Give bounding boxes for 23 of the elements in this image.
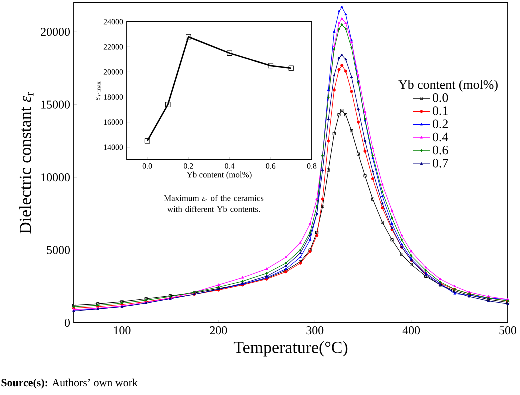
legend-label: 0.4	[433, 132, 449, 142]
y-axis-title: Dielectric constant ε$_{r}$	[19, 92, 34, 234]
y-tick-label: 15000	[42, 100, 70, 109]
legend-label: 0.2	[433, 120, 448, 129]
legend-title: Yb content (mol%)	[398, 80, 498, 92]
legend-label: 0.7	[433, 159, 448, 168]
text: Source(s): Authors’ own work	[2, 378, 138, 389]
x-axis-title: Temperature(°C)	[234, 341, 348, 357]
annotation: Maximum ε$_{r}$ of the ceramics with different Yb contents.	[164, 195, 264, 212]
y-axis-title: $\varepsilon_{r\,\mathrm{max}}$	[96, 82, 101, 101]
legend-label: 0.6	[433, 146, 448, 155]
y-tick-label: 5000	[47, 246, 70, 254]
y-tick-label: 20000	[41, 28, 70, 36]
x-tick-label: 400	[402, 326, 420, 335]
x-tick-label: 100	[114, 326, 131, 335]
legend-label: 0.0	[433, 94, 448, 102]
legend-label: 0.1	[433, 106, 448, 116]
y-tick-label: 10000	[42, 174, 70, 182]
x-tick-label: 200	[210, 326, 228, 335]
x-tick-label: 500	[500, 326, 517, 335]
x-tick-label: 300	[306, 326, 324, 335]
x-axis-title: Yb content (mol%)	[186, 172, 252, 180]
y-tick-label: 0	[64, 318, 70, 328]
